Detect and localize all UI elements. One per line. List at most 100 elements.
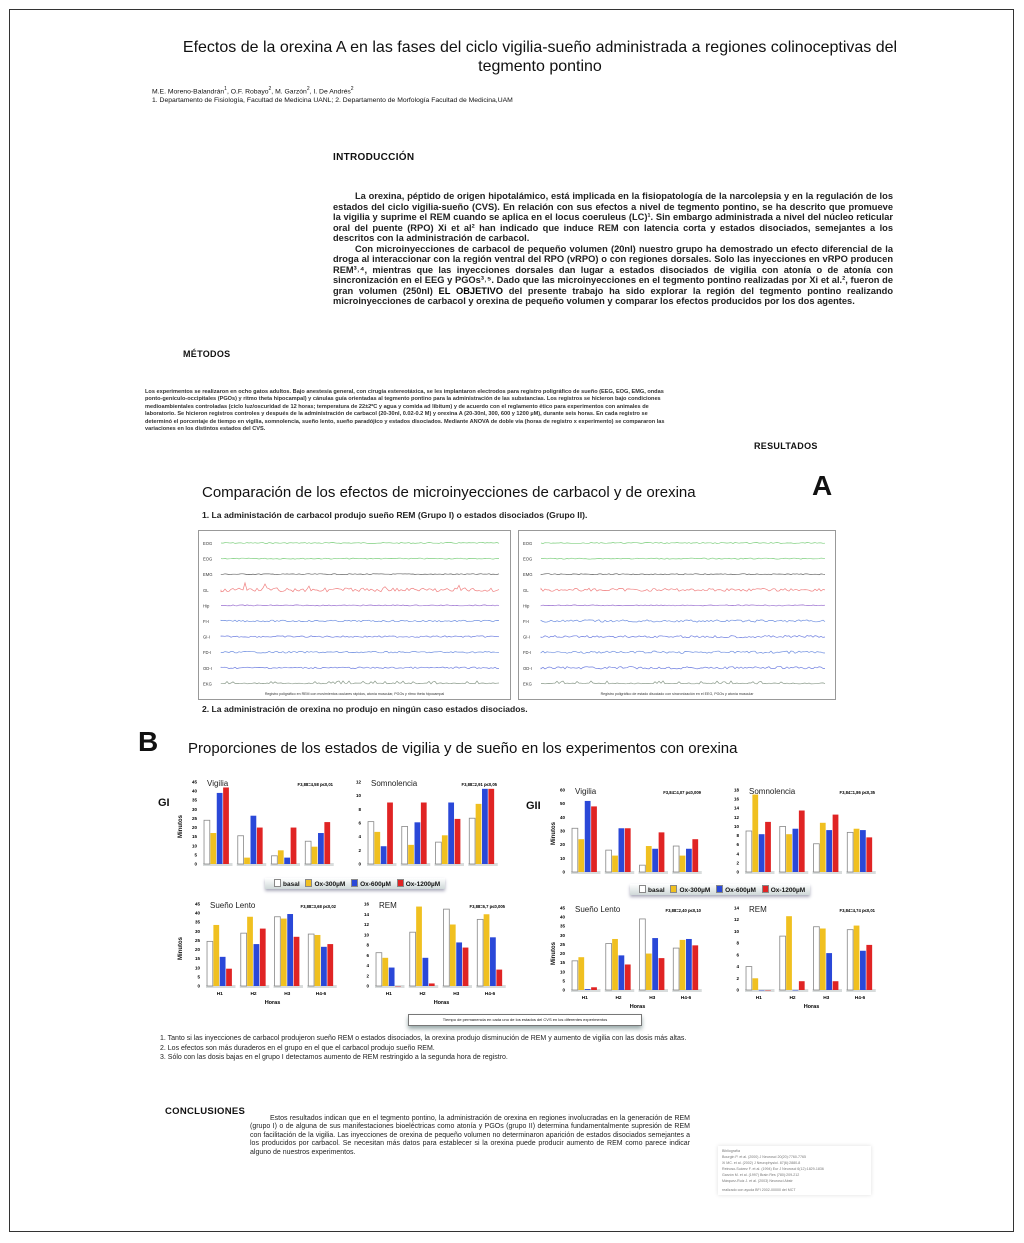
chart-stat: F3,88=6,7 p≤0,005 <box>470 904 506 909</box>
bar-shadow <box>812 989 842 992</box>
author: I. De Andrés <box>313 88 351 96</box>
author-list: M.E. Moreno-Balandrán1, O.F. Robayo2, M.… <box>152 86 354 96</box>
bar-shadow <box>236 863 267 866</box>
bar-h1-1 <box>752 794 759 872</box>
chart-title: REM <box>379 901 397 910</box>
y-tick-label: 25 <box>560 942 566 947</box>
bar-h4-6-1 <box>475 803 482 864</box>
y-tick-label: 12 <box>356 780 362 785</box>
trace-label: Hip <box>203 603 210 608</box>
y-tick-label: 45 <box>192 780 198 785</box>
bar-h4-6-1 <box>853 925 860 990</box>
y-tick-label: 12 <box>364 922 370 927</box>
y-tick-label: 4 <box>736 964 739 969</box>
bar-h3-1 <box>449 924 456 986</box>
bar-shadow <box>400 863 431 866</box>
y-tick-label: 40 <box>560 915 566 920</box>
bar-h1-0 <box>745 830 753 873</box>
y-tick-label: 50 <box>560 801 566 806</box>
bar-h3-0 <box>639 918 646 991</box>
y-tick-label: 6 <box>358 821 361 826</box>
y-tick-label: 45 <box>195 902 201 907</box>
x-tick-label: H4-6 <box>681 995 692 1001</box>
bar-h4-6-1 <box>311 846 318 864</box>
chart-title: Somnolencia <box>749 787 796 796</box>
bar-h4-6-2 <box>318 833 324 864</box>
bar-h1-2 <box>388 967 395 986</box>
bar-shadow <box>442 985 472 988</box>
bar-h4-6-3 <box>866 837 873 872</box>
legend-label: basal <box>648 887 665 894</box>
bar-h1-0 <box>367 821 375 865</box>
bar-shadow <box>745 871 775 874</box>
y-tick-label: 2 <box>358 848 361 853</box>
y-tick-label: 6 <box>736 842 739 847</box>
bar-h2-2 <box>250 815 257 864</box>
x-tick-label: H4-6 <box>855 995 866 1001</box>
reference-item: Xi MC. et al. (2002) J Neurophysiol. 87(… <box>722 1161 801 1165</box>
trace-label: EMG <box>203 572 213 577</box>
bar-h3-3 <box>658 832 665 872</box>
bar-shadow <box>206 985 236 988</box>
bar-h4-6-0 <box>846 831 854 873</box>
trace-label: FI-I <box>203 619 209 624</box>
y-tick-label: 15 <box>560 960 566 965</box>
bar-shadow <box>672 871 702 874</box>
legend-swatch-ox600 <box>351 879 359 887</box>
y-tick-label: 10 <box>356 793 362 798</box>
y-tick-label: 10 <box>734 824 740 829</box>
trace-label: EMG <box>523 572 533 577</box>
legend-label: Ox-600µM <box>360 881 391 888</box>
bar-h1-0 <box>745 966 753 991</box>
author-sup: 2 <box>306 86 310 92</box>
bar-h2-1 <box>244 857 250 864</box>
bar-h3-2 <box>448 802 455 864</box>
bar-shadow <box>367 863 397 866</box>
trace-label: GI-I <box>203 635 210 640</box>
bar-h1-0 <box>375 952 383 987</box>
x-tick-label: H1 <box>582 995 588 1001</box>
y-tick-label: 0 <box>358 862 361 867</box>
chart-stat: F3,88=2,40 p≤0,10 <box>666 908 702 913</box>
bar-h3-2 <box>826 830 833 872</box>
affiliations: 1. Departamento de Fisiología, Facultad … <box>152 97 513 105</box>
bar-shadow <box>571 989 601 992</box>
legend-label: Ox-300µM <box>314 881 346 888</box>
funding-note: realizado con ayuda BFI 2002-00000 del M… <box>722 1188 796 1192</box>
bar-shadow <box>307 985 337 988</box>
bar-h2-3 <box>798 810 805 872</box>
section-b-letter: B <box>138 726 159 757</box>
bar-h4-6-3 <box>488 788 495 864</box>
trace-ekg <box>540 680 826 685</box>
y-tick-label: 14 <box>734 906 740 911</box>
trace-eog <box>541 557 826 560</box>
results-heading: RESULTADOS <box>754 441 818 451</box>
chart-gii-rem: 0 2 4 6 8 10 12 14 REM F3,84=4,74 p≤0,01 H1 H2 H3 H4-… <box>734 905 876 1010</box>
bar-h2-1 <box>612 855 618 872</box>
y-tick-label: 10 <box>734 929 740 934</box>
bar-h2-2 <box>414 822 421 864</box>
bar-h1-2 <box>380 846 387 864</box>
y-tick-label: 25 <box>195 938 201 943</box>
bar-shadow <box>476 985 506 988</box>
y-tick-label: 35 <box>192 798 198 803</box>
bar-h3-3 <box>832 814 839 872</box>
chart-gii-vigilia: 0 10 20 30 40 50 60 Vigilia F3,84=4,07 p≤0,009 <box>560 787 702 875</box>
bar-h4-6-1 <box>679 855 686 872</box>
chart-title: Vigilia <box>207 779 229 788</box>
y-tick-label: 30 <box>560 933 566 938</box>
x-tick-label: H3 <box>453 991 459 997</box>
x-axis-label: Horas <box>630 1004 646 1010</box>
x-tick-label: H3 <box>284 991 290 997</box>
conclusions-heading: CONCLUSIONES <box>165 1106 246 1117</box>
x-tick-label: H3 <box>649 995 655 1001</box>
bar-shadow <box>468 863 498 866</box>
trace-ekg <box>220 680 500 685</box>
bar-h1-3 <box>223 787 229 864</box>
trace-label: GL <box>203 588 209 593</box>
chart-title: Vigilia <box>575 787 597 796</box>
bar-shadow <box>846 989 876 992</box>
bar-h2-3 <box>259 928 266 986</box>
bar-h1-2 <box>584 800 591 872</box>
